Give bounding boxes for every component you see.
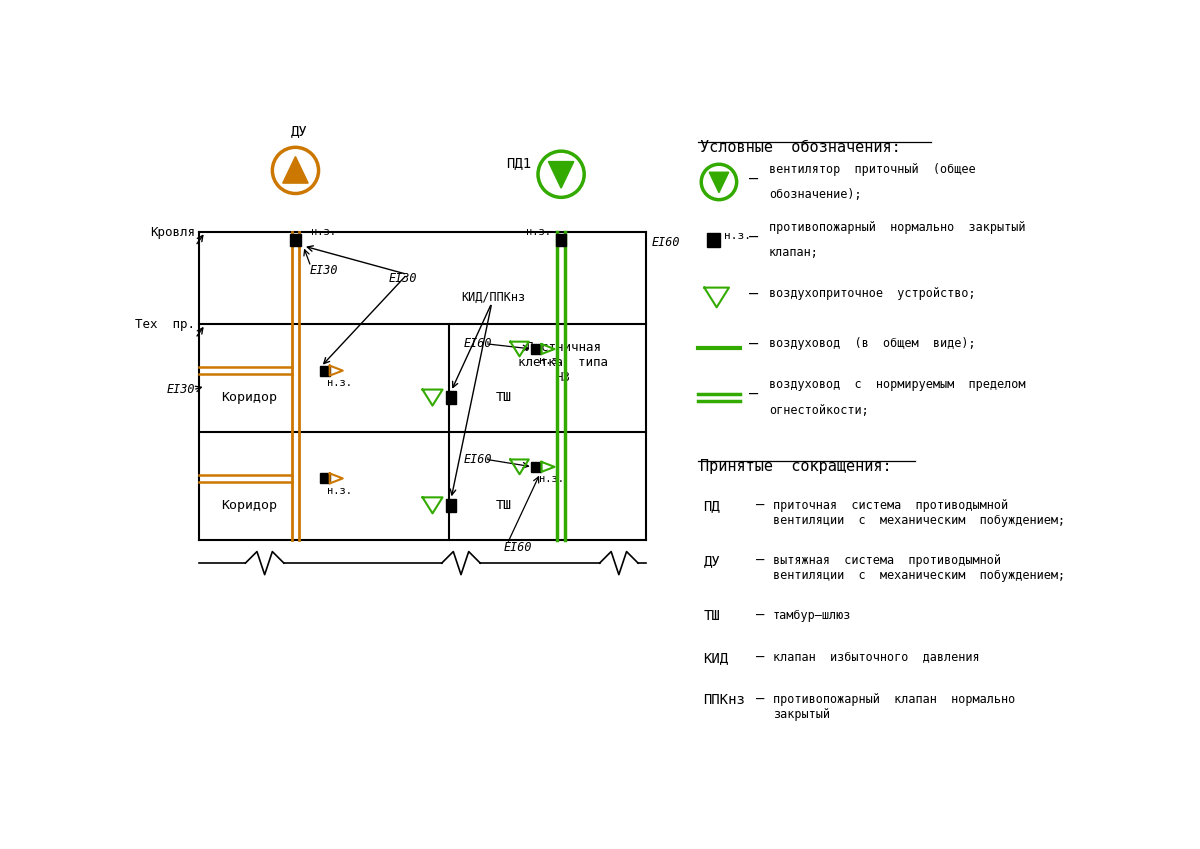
- Text: клапан;: клапан;: [769, 246, 818, 259]
- Bar: [708, 233, 720, 247]
- Text: –: –: [756, 609, 764, 622]
- Text: EI60: EI60: [503, 541, 532, 554]
- Text: ДУ: ДУ: [290, 124, 307, 138]
- Text: противопожарный  нормально  закрытый: противопожарный нормально закрытый: [769, 221, 1026, 233]
- Text: обозначение);: обозначение);: [769, 188, 862, 201]
- Text: –: –: [749, 228, 758, 244]
- Text: ТШ: ТШ: [496, 391, 511, 404]
- Text: EI30: EI30: [167, 384, 196, 396]
- Text: н.з.: н.з.: [527, 227, 552, 237]
- Bar: [445, 391, 456, 404]
- Text: EI60: EI60: [463, 453, 492, 465]
- Text: ТШ: ТШ: [703, 609, 720, 622]
- Text: –: –: [749, 171, 758, 186]
- Text: ПД: ПД: [703, 499, 720, 513]
- Text: вытяжная  система  противодымной
вентиляции  с  механическим  побуждением;: вытяжная система противодымной вентиляци…: [773, 554, 1064, 582]
- Text: ППКнз: ППКнз: [703, 694, 745, 707]
- Text: ТШ: ТШ: [496, 499, 511, 512]
- Text: –: –: [756, 651, 764, 665]
- Text: ПД1: ПД1: [506, 155, 532, 170]
- Text: н.з.: н.з.: [328, 378, 352, 388]
- Text: Принятые  сокращения:: Принятые сокращения:: [700, 459, 892, 474]
- Text: противопожарный  клапан  нормально
закрытый: противопожарный клапан нормально закрыты…: [773, 694, 1015, 722]
- Text: EI60: EI60: [652, 236, 680, 249]
- Text: Кровля: Кровля: [150, 226, 196, 239]
- Polygon shape: [548, 161, 574, 188]
- Text: клапан  избыточного  давления: клапан избыточного давления: [773, 651, 979, 664]
- Text: н.з.: н.з.: [539, 475, 564, 484]
- Text: вентилятор  приточный  (общее: вентилятор приточный (общее: [769, 163, 976, 176]
- Polygon shape: [283, 156, 308, 183]
- Bar: [319, 366, 330, 375]
- Bar: [319, 474, 330, 483]
- Text: EI60: EI60: [463, 337, 492, 350]
- Text: EI30: EI30: [310, 264, 338, 277]
- Text: –: –: [749, 286, 758, 301]
- Text: EI30: EI30: [389, 272, 418, 284]
- Text: КИД: КИД: [703, 651, 728, 665]
- Text: Условные  обозначения:: Условные обозначения:: [700, 139, 900, 155]
- Text: –: –: [756, 554, 764, 568]
- Text: –: –: [749, 386, 758, 402]
- Text: Коридор: Коридор: [221, 499, 277, 512]
- Text: н.з.: н.з.: [311, 227, 336, 237]
- Bar: [445, 499, 456, 511]
- Text: –: –: [756, 694, 764, 707]
- Text: ДУ: ДУ: [703, 554, 720, 568]
- Text: Коридор: Коридор: [221, 391, 277, 404]
- Text: н.з.: н.з.: [539, 357, 564, 367]
- Text: огнестойкости;: огнестойкости;: [769, 404, 869, 417]
- Polygon shape: [709, 172, 728, 193]
- Text: н.з.: н.з.: [725, 231, 751, 241]
- Text: воздуховод  с  нормируемым  пределом: воздуховод с нормируемым пределом: [769, 379, 1026, 391]
- Text: воздухоприточное  устройство;: воздухоприточное устройство;: [769, 287, 976, 300]
- Text: –: –: [749, 336, 758, 351]
- Bar: [556, 233, 566, 246]
- Text: воздуховод  (в  общем  виде);: воздуховод (в общем виде);: [769, 337, 976, 350]
- Text: Лестничная
клетка  типа
Н3: Лестничная клетка типа Н3: [518, 341, 608, 385]
- Bar: [532, 462, 541, 472]
- Text: н.з.: н.з.: [328, 486, 352, 496]
- Text: тамбур–шлюз: тамбур–шлюз: [773, 609, 851, 621]
- Text: Тех  пр.: Тех пр.: [136, 318, 196, 331]
- Text: –: –: [756, 499, 764, 513]
- Text: КИД/ППКнз: КИД/ППКнз: [461, 291, 526, 304]
- Bar: [532, 344, 541, 354]
- Text: приточная  система  противодымной
вентиляции  с  механическим  побуждением;: приточная система противодымной вентиляц…: [773, 499, 1064, 527]
- Bar: [290, 233, 301, 246]
